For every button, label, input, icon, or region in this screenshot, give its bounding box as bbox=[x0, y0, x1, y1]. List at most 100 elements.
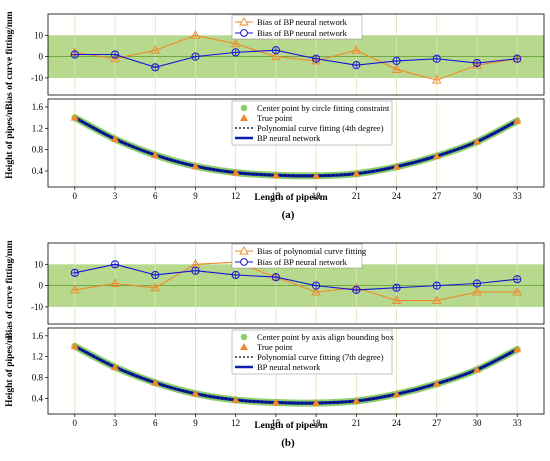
bias-point-triangle bbox=[512, 286, 522, 296]
true-point-triangle bbox=[312, 171, 321, 179]
bias-point-circle bbox=[151, 270, 160, 280]
top-legend-box bbox=[231, 14, 363, 40]
bias-point-triangle bbox=[271, 51, 281, 61]
top-ytick-label: -10 bbox=[31, 73, 43, 83]
true-point-triangle bbox=[231, 168, 240, 176]
bias-point-triangle bbox=[391, 64, 402, 73]
bias-point-cross bbox=[273, 54, 279, 60]
xtick-label: 9 bbox=[193, 191, 198, 201]
bias-point-triangle bbox=[150, 45, 161, 54]
bias-point-cross bbox=[353, 286, 360, 293]
top-legend-circle-marker bbox=[240, 29, 248, 37]
bias-point-circle bbox=[513, 54, 522, 63]
bottom-legend-label: True point bbox=[257, 342, 293, 352]
bias-point-cross bbox=[152, 47, 158, 53]
bias-point-cross bbox=[434, 298, 440, 304]
bias-point-circle bbox=[151, 63, 160, 72]
true-point-triangle bbox=[70, 113, 79, 121]
bias-point-circle bbox=[513, 275, 522, 284]
top-legend-label: Bias of BP neural network bbox=[257, 17, 348, 27]
top-legend-triangle-marker bbox=[239, 17, 249, 26]
panel-b: 10 0 -10 Bias of curve fitting/mm Bias of po… bbox=[5, 240, 545, 449]
bias-point-cross bbox=[112, 261, 119, 268]
true-point-triangle bbox=[432, 152, 441, 160]
bias-point-triangle bbox=[230, 38, 241, 48]
true-point-triangle bbox=[151, 378, 160, 386]
bias-point-circle bbox=[110, 260, 120, 269]
legend-center-point-marker bbox=[240, 333, 248, 341]
bias-point-triangle bbox=[431, 295, 442, 305]
bias-series-line-orange bbox=[74, 34, 518, 81]
xtick-label: 21 bbox=[352, 418, 361, 428]
bias-point-triangle bbox=[472, 286, 482, 296]
xtick-label: 15 bbox=[271, 191, 281, 201]
top-ytick-label: 0 bbox=[39, 52, 44, 62]
bias-point-cross bbox=[313, 289, 319, 295]
bias-series-line-blue bbox=[74, 263, 518, 291]
bias-point-triangle bbox=[110, 278, 120, 287]
bias-point-cross bbox=[433, 282, 440, 289]
bias-point-cross bbox=[474, 289, 480, 295]
bias-point-cross bbox=[393, 284, 400, 291]
top-legend-label: Bias of BP neural network bbox=[257, 28, 348, 38]
bias-point-cross bbox=[514, 276, 521, 283]
bias-point-cross bbox=[192, 32, 198, 38]
xtick-label: 6 bbox=[153, 191, 158, 201]
xtick-label: 27 bbox=[432, 191, 442, 201]
top-legend-label: Bias of BP neural network bbox=[257, 257, 348, 267]
bottom-ytick-label: 0.4 bbox=[32, 166, 44, 176]
bias-point-cross bbox=[71, 269, 78, 276]
bias-point-cross bbox=[152, 285, 158, 291]
bias-point-cross bbox=[112, 51, 119, 58]
true-point-triangle bbox=[111, 363, 120, 371]
bias-point-cross bbox=[233, 41, 239, 47]
xtick-label: 9 bbox=[193, 418, 198, 428]
bottom-plot-frame bbox=[47, 327, 545, 415]
panel-caption: (b) bbox=[281, 437, 295, 449]
bias-point-cross bbox=[514, 55, 521, 62]
bias-point-circle bbox=[271, 273, 280, 282]
bias-point-circle bbox=[472, 58, 482, 68]
bias-point-triangle bbox=[150, 282, 161, 292]
bias-point-cross bbox=[473, 60, 480, 67]
xtick-label: 30 bbox=[472, 191, 482, 201]
legend-true-point-marker bbox=[240, 114, 248, 121]
bias-point-circle bbox=[231, 48, 240, 57]
bias-point-triangle bbox=[472, 60, 482, 69]
bias-series-line-blue bbox=[74, 49, 518, 68]
bias-point-triangle bbox=[311, 286, 321, 296]
true-point-triangle bbox=[352, 396, 361, 404]
bias-point-cross bbox=[514, 289, 520, 295]
xtick-label: 18 bbox=[312, 418, 322, 428]
bias-series-line-orange bbox=[74, 261, 518, 302]
polynomial-fit-curve bbox=[74, 117, 518, 177]
top-legend-box bbox=[231, 243, 363, 269]
xtick-label: 30 bbox=[472, 418, 482, 428]
xtick-label: 0 bbox=[73, 418, 78, 428]
true-point-triangle bbox=[151, 151, 160, 158]
xtick-label: 3 bbox=[113, 418, 118, 428]
bias-point-triangle bbox=[311, 55, 321, 65]
true-point-triangle bbox=[231, 395, 240, 403]
bottom-ytick-label: 0.4 bbox=[32, 393, 44, 403]
true-point-triangle bbox=[191, 162, 200, 170]
bias-point-circle bbox=[432, 54, 441, 63]
true-point-triangle bbox=[312, 399, 321, 407]
bias-point-circle bbox=[110, 50, 120, 59]
bias-point-triangle bbox=[431, 74, 442, 84]
bias-point-cross bbox=[72, 287, 78, 293]
x-axis-title: Length of pipes/m bbox=[254, 421, 327, 431]
bias-point-cross bbox=[434, 77, 440, 83]
xtick-label: 3 bbox=[113, 191, 118, 201]
bias-point-circle bbox=[472, 279, 482, 288]
bottom-legend-box bbox=[231, 329, 393, 375]
bias-point-triangle bbox=[512, 53, 522, 63]
top-ytick-label: -10 bbox=[31, 302, 43, 312]
bottom-ytick-label: 0.8 bbox=[32, 145, 44, 155]
bias-point-cross bbox=[192, 53, 199, 60]
xtick-label: 6 bbox=[153, 418, 158, 428]
bias-point-cross bbox=[394, 66, 400, 72]
bias-point-circle bbox=[191, 266, 200, 275]
bottom-ytick-label: 1.6 bbox=[32, 331, 44, 341]
